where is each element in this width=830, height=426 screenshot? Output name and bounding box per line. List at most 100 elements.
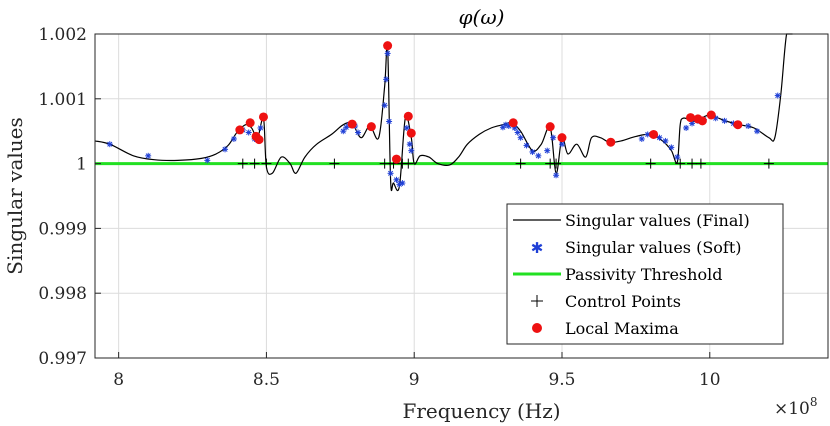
soft-point — [754, 128, 761, 135]
y-tick-label: 1 — [76, 155, 87, 175]
local-maximum-point — [403, 111, 413, 121]
axis-ticks: 8 8.5 9 9.5 10 0.997 0.998 0.999 1 1.001 1.002 — [38, 25, 720, 390]
control-point — [551, 158, 562, 169]
soft-point — [406, 141, 413, 148]
soft-point — [745, 123, 752, 130]
y-tick-label: 1.002 — [38, 25, 87, 45]
local-maximum-point — [366, 122, 376, 132]
local-maximum-point — [557, 133, 567, 143]
legend-symbol-soft: ✱ — [531, 239, 544, 257]
x-axis-label: Frequency (Hz) — [402, 399, 560, 423]
soft-point — [638, 135, 645, 142]
local-maximum-point — [686, 113, 696, 123]
control-point — [645, 158, 656, 169]
legend: ✱ Singular values (Final) Singular value… — [506, 203, 784, 345]
soft-point — [145, 152, 152, 159]
control-point — [695, 158, 706, 169]
soft-point — [774, 92, 781, 99]
control-point — [237, 158, 248, 169]
x-tick-label: 8 — [113, 370, 124, 390]
soft-point — [340, 128, 347, 135]
x-tick-label: 8.5 — [253, 370, 280, 390]
local-maximum-point — [391, 154, 401, 164]
x-axis-exponent-base: ×10 — [774, 399, 810, 419]
soft-point — [511, 124, 518, 131]
legend-label-control: Control Points — [565, 292, 681, 311]
legend-symbol-maxima — [532, 323, 542, 333]
soft-point — [343, 124, 350, 131]
x-tick-label: 10 — [699, 370, 721, 390]
control-point — [379, 158, 390, 169]
soft-point — [387, 170, 394, 177]
soft-point — [517, 134, 524, 141]
soft-point — [384, 50, 391, 57]
soft-point — [222, 146, 229, 153]
local-maximum-point — [383, 41, 393, 51]
plot-area-frame — [94, 33, 829, 359]
x-axis-exponent-power: 8 — [810, 395, 818, 409]
legend-label-soft: Singular values (Soft) — [565, 238, 742, 257]
chart-title: φ(ω) — [459, 5, 505, 29]
soft-point — [408, 147, 415, 154]
control-point — [515, 158, 526, 169]
soft-point — [529, 148, 536, 155]
control-points-markers — [237, 158, 774, 169]
soft-point — [245, 129, 252, 136]
y-tick-label: 0.997 — [38, 349, 87, 369]
local-maximum-point — [606, 137, 616, 147]
soft-point — [383, 76, 390, 83]
local-maximum-point — [706, 110, 716, 120]
legend-label-final: Singular values (Final) — [565, 211, 750, 230]
control-point — [249, 158, 260, 169]
local-maximum-point — [235, 125, 245, 135]
local-maximum-point — [649, 129, 659, 139]
soft-point — [393, 176, 400, 183]
y-tick-label: 0.999 — [38, 219, 87, 239]
local-maximum-point — [545, 122, 555, 132]
control-point — [261, 158, 272, 169]
local-maximum-point — [254, 135, 264, 145]
soft-point — [386, 118, 393, 125]
local-maximum-point — [245, 118, 255, 128]
x-axis-exponent: ×108 — [774, 395, 818, 419]
y-axis-label: Singular values — [3, 117, 27, 275]
soft-point — [106, 141, 113, 148]
soft-point — [355, 129, 362, 136]
legend-label-threshold: Passivity Threshold — [565, 265, 722, 284]
soft-point — [668, 144, 675, 151]
y-tick-label: 0.998 — [38, 284, 87, 304]
soft-point — [257, 124, 264, 131]
control-point — [403, 158, 414, 169]
legend-symbol-control — [531, 295, 543, 307]
soft-point — [535, 152, 542, 159]
soft-point — [514, 129, 521, 136]
control-point — [329, 158, 340, 169]
control-point — [763, 158, 774, 169]
control-point — [687, 158, 698, 169]
soft-point — [403, 124, 410, 131]
y-tick-label: 1.001 — [38, 90, 87, 110]
local-maximum-point — [733, 120, 743, 130]
local-maxima-markers — [235, 41, 743, 164]
local-maximum-point — [258, 112, 268, 122]
soft-point — [550, 134, 557, 141]
local-maximum-point — [508, 118, 518, 128]
soft-point — [544, 147, 551, 154]
soft-point — [683, 124, 690, 131]
local-maximum-point — [406, 128, 416, 138]
soft-singular-values-markers — [106, 50, 781, 188]
soft-point — [662, 137, 669, 144]
local-maximum-point — [347, 119, 357, 129]
legend-label-maxima: Local Maxima — [565, 319, 679, 338]
local-maximum-point — [697, 116, 707, 126]
soft-point — [230, 135, 237, 142]
soft-point — [204, 157, 211, 164]
soft-point — [381, 102, 388, 109]
soft-point — [674, 154, 681, 161]
soft-point — [399, 180, 406, 187]
control-point — [675, 158, 686, 169]
soft-point — [558, 141, 565, 148]
soft-point — [523, 142, 530, 149]
soft-point — [553, 172, 560, 179]
